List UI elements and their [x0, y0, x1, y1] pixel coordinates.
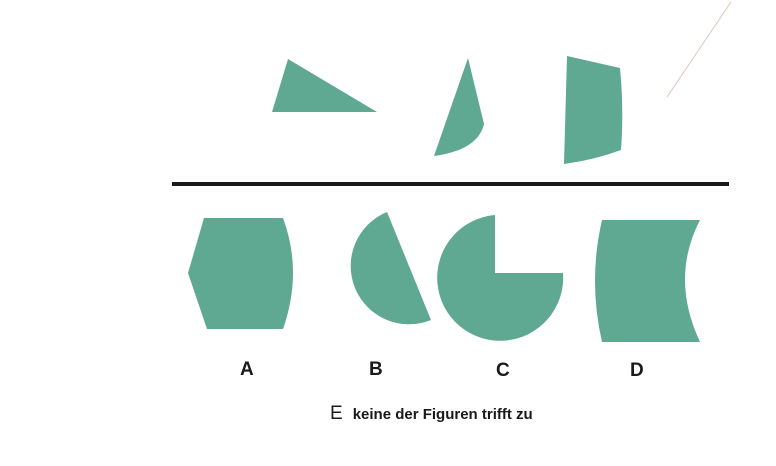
option-a-label[interactable]: A	[240, 359, 254, 380]
right-triangle-piece	[272, 59, 377, 112]
option-c-shape[interactable]	[437, 215, 564, 341]
option-a-shape[interactable]	[188, 218, 293, 329]
question-pieces	[272, 56, 623, 164]
curved-trapezoid-piece	[564, 56, 623, 164]
option-c-label[interactable]: C	[496, 360, 510, 381]
curved-triangle-piece	[434, 58, 484, 156]
scan-artifact-line	[666, 1, 732, 98]
divider-line	[172, 182, 729, 186]
option-e-text: keine der Figuren trifft zu	[352, 406, 533, 423]
option-b-shape[interactable]	[350, 212, 431, 325]
option-d-shape[interactable]	[595, 220, 700, 342]
option-d-label[interactable]: D	[630, 360, 644, 381]
option-e-label: E	[330, 403, 343, 424]
option-b-label[interactable]: B	[369, 359, 383, 380]
answer-options	[188, 212, 700, 342]
